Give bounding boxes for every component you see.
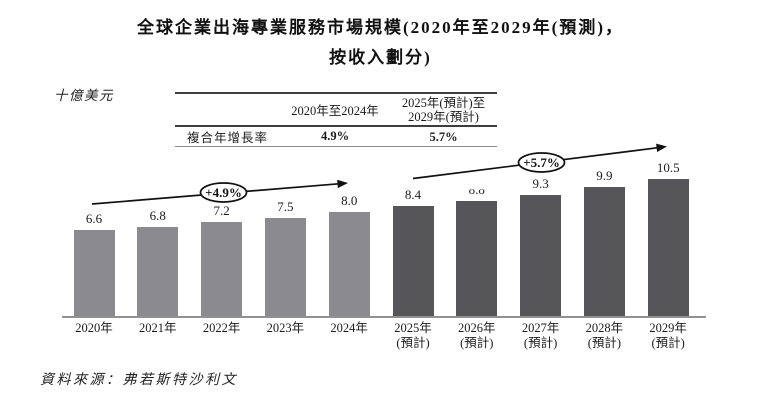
- x-tick-2020年: 2020年: [59, 321, 129, 336]
- bar-2020年: [73, 230, 115, 316]
- bar-value-label-2022年: 7.2: [213, 203, 230, 218]
- bar-2025年: [392, 206, 434, 316]
- bar-value-label-2027年: 9.3: [532, 176, 549, 191]
- x-tick-2028年: 2028年 (預計): [569, 321, 639, 351]
- x-tick-forecast-note: (預計): [651, 336, 685, 350]
- bar-2028年: [583, 187, 625, 316]
- chart-title: 全球企業出海專業服務市場規模(2020年至2029年(預測)， 按收入劃分): [0, 13, 761, 73]
- cagr-table: 2020年至2024年 2025年(預計)至 2029年(預計) 複合年增長率 …: [175, 92, 497, 147]
- bar-2029年: [647, 179, 689, 316]
- x-axis-line: [62, 316, 706, 318]
- x-tick-year: 2020年: [75, 321, 113, 335]
- bar-value-label-2026年: 8.8: [468, 182, 485, 197]
- x-tick-year: 2026年: [458, 321, 496, 335]
- x-tick-2025年: 2025年 (預計): [378, 321, 448, 351]
- y-axis-unit-label: 十億美元: [54, 88, 114, 103]
- x-tick-year: 2024年: [330, 321, 368, 335]
- bar-chart-plot-area: 6.6 6.8 7.2 7.5 8.0 8.4 8.8 9.3 9.9 10.5: [0, 141, 761, 316]
- bar-2022年: [201, 222, 243, 316]
- bar-value-label-2023年: 7.5: [277, 199, 294, 214]
- chart-title-line2: 按收入劃分): [329, 48, 432, 67]
- bar-2023年: [264, 218, 306, 316]
- bar-2021年: [137, 227, 179, 316]
- x-tick-forecast-note: (預計): [587, 336, 622, 350]
- x-tick-2022年: 2022年: [187, 321, 257, 336]
- x-tick-2021年: 2021年: [123, 321, 193, 336]
- cagr-row-label: 複合年增長率: [187, 131, 269, 145]
- x-tick-forecast-note: (預計): [396, 336, 430, 350]
- source-note: 資料來源：弗若斯特沙利文: [40, 373, 238, 388]
- bar-value-label-2028年: 9.9: [596, 168, 613, 183]
- x-tick-year: 2025年: [394, 321, 432, 335]
- bar-value-label-2020年: 6.6: [85, 211, 103, 226]
- x-tick-2027年: 2027年 (預計): [506, 321, 576, 351]
- bar-value-label-2024年: 8.0: [341, 193, 358, 208]
- bar-value-label-2021年: 6.8: [149, 208, 166, 223]
- bar-2027年: [520, 195, 562, 316]
- x-tick-2023年: 2023年: [250, 321, 320, 336]
- x-tick-year: 2022年: [202, 321, 241, 335]
- x-tick-2024年: 2024年: [314, 321, 384, 336]
- x-tick-year: 2029年: [649, 321, 687, 335]
- bar-2026年: [456, 201, 498, 316]
- cagr-col1-value: 4.9%: [320, 129, 350, 143]
- chart-title-line1: 全球企業出海專業服務市場規模(2020年至2029年(預測)，: [137, 18, 624, 37]
- bar-value-label-2025年: 8.4: [404, 187, 422, 202]
- x-tick-forecast-note: (預計): [523, 336, 558, 350]
- bar-2024年: [328, 212, 370, 316]
- cagr-header-row: 2020年至2024年 2025年(預計)至 2029年(預計): [175, 94, 497, 127]
- x-tick-2029年: 2029年 (預計): [633, 321, 703, 351]
- cagr-col1-header: 2020年至2024年: [291, 104, 379, 118]
- bar-value-label-2029年: 10.5: [656, 160, 680, 175]
- cagr-value-row: 複合年增長率 4.9% 5.7%: [175, 127, 497, 147]
- x-tick-year: 2027年: [521, 321, 560, 335]
- x-tick-forecast-note: (預計): [460, 336, 494, 350]
- x-tick-2026年: 2026年 (預計): [442, 321, 512, 351]
- x-tick-year: 2021年: [139, 321, 177, 335]
- cagr-col2-value: 5.7%: [429, 129, 458, 144]
- cagr-col2-header: 2025年(預計)至 2029年(預計): [401, 95, 486, 124]
- x-tick-year: 2028年: [585, 321, 624, 335]
- x-tick-year: 2023年: [266, 321, 305, 335]
